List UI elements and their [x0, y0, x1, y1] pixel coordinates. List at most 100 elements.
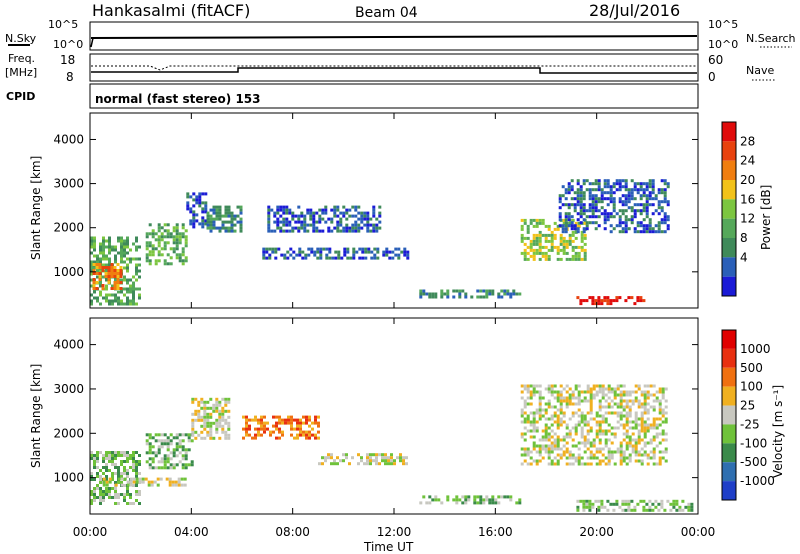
- power-cell-5: [265, 256, 269, 260]
- power-cell-9: [624, 188, 628, 192]
- power-cell-8: [526, 257, 530, 261]
- power-cell-9: [561, 185, 565, 189]
- station-title: Hankasalmi (fitACF): [92, 1, 250, 20]
- velocity-cell-8: [585, 502, 589, 506]
- velocity-cell-7: [613, 426, 617, 430]
- velocity-cell-7: [565, 447, 569, 451]
- power-cell-9: [639, 230, 643, 234]
- power-cell-2: [181, 223, 185, 227]
- power-cell-6: [342, 214, 346, 218]
- velocity-cell-5: [375, 453, 378, 457]
- power-cell-2: [166, 253, 170, 257]
- velocity-cell-2: [184, 433, 188, 437]
- power-cell-0: [108, 299, 111, 303]
- velocity-cell-6: [422, 495, 426, 499]
- velocity-cell-7: [544, 438, 548, 442]
- power-cell-9: [639, 203, 643, 207]
- velocity-cell-7: [574, 396, 578, 400]
- velocity-cell-7: [616, 393, 620, 397]
- power-cell-10: [579, 299, 583, 303]
- velocity-cell-0: [129, 496, 132, 499]
- power-cell-8: [556, 248, 560, 252]
- velocity-cell-2: [172, 448, 176, 452]
- power-cell-8: [559, 236, 563, 240]
- velocity-cell-7: [586, 441, 590, 445]
- velocity-cell-7: [658, 423, 662, 427]
- velocity-cell-6: [455, 495, 459, 499]
- power-cell-5: [352, 256, 356, 260]
- power-cell-9: [654, 197, 658, 201]
- power-cell-6: [267, 205, 271, 209]
- velocity-cell-6: [473, 498, 477, 502]
- power-cell-5: [334, 250, 338, 254]
- power-cell-9: [654, 230, 658, 234]
- velocity-cell-7: [535, 408, 539, 412]
- velocity-cell-3: [215, 409, 219, 413]
- velocity-cell-4: [299, 418, 302, 422]
- power-cell-9: [660, 188, 664, 192]
- velocity-cell-7: [541, 444, 545, 448]
- velocity-cell-7: [601, 384, 605, 388]
- velocity-cell-1: [180, 483, 184, 487]
- velocity-cell-0: [105, 478, 108, 481]
- power-cell-6: [336, 208, 340, 212]
- velocity-cell-2: [178, 433, 182, 437]
- power-cell-9: [579, 215, 583, 219]
- power-cell-6: [276, 220, 280, 224]
- power-cell-4: [227, 220, 231, 224]
- velocity-cell-7: [550, 393, 554, 397]
- velocity-cell-7: [622, 384, 626, 388]
- power-cell-9: [588, 197, 592, 201]
- velocity-cell-7: [583, 444, 587, 448]
- velocity-cell-3: [197, 403, 201, 407]
- velocity-cell-7: [625, 441, 629, 445]
- power-cell-4: [215, 205, 219, 209]
- power-cell-6: [339, 211, 343, 215]
- power-cell-0: [108, 263, 111, 267]
- velocity-cell-4: [305, 415, 308, 419]
- power-cell-9: [558, 200, 562, 204]
- power-cell-9: [579, 221, 583, 225]
- power-cell-3: [192, 219, 196, 223]
- power-ytick-label: 2000: [53, 221, 84, 235]
- power-cell-9: [573, 206, 577, 210]
- power-cell-0: [108, 293, 111, 297]
- power-cell-6: [279, 220, 283, 224]
- velocity-cell-7: [568, 435, 572, 439]
- velocity-cell-7: [658, 411, 662, 415]
- velocity-cell-5: [345, 453, 348, 457]
- velocity-cell-7: [532, 393, 536, 397]
- power-cell-0: [135, 263, 138, 267]
- power-cell-0: [117, 251, 120, 255]
- power-cell-2: [175, 235, 179, 239]
- power-cell-6: [372, 205, 376, 209]
- power-cell-9: [648, 203, 652, 207]
- velocity-cell-2: [166, 457, 170, 461]
- power-cell-9: [645, 206, 649, 210]
- power-cell-6: [285, 211, 289, 215]
- velocity-cell-7: [655, 423, 659, 427]
- power-cell-0: [102, 263, 105, 267]
- power-cell-5: [301, 250, 305, 254]
- velocity-cell-7: [619, 402, 623, 406]
- power-cell-4: [239, 208, 243, 212]
- power-cell-3: [201, 210, 205, 214]
- power-cell-8: [523, 248, 527, 252]
- velocity-cell-8: [582, 502, 586, 506]
- time-tick-label: 00:00: [681, 525, 716, 539]
- velocity-cell-7: [538, 411, 542, 415]
- velocity-cell-7: [631, 402, 635, 406]
- velocity-cell-7: [541, 429, 545, 433]
- power-cell-5: [328, 250, 332, 254]
- power-cell-2: [181, 232, 185, 236]
- velocity-cell-7: [553, 405, 557, 409]
- power-cell-8: [538, 257, 542, 261]
- power-cell-8: [550, 248, 554, 252]
- velocity-cell-7: [523, 438, 527, 442]
- velocity-cell-0: [111, 478, 114, 481]
- power-cell-7: [476, 289, 480, 293]
- power-cell-9: [636, 209, 640, 213]
- velocity-cell-7: [520, 447, 524, 451]
- power-cell-8: [523, 251, 527, 255]
